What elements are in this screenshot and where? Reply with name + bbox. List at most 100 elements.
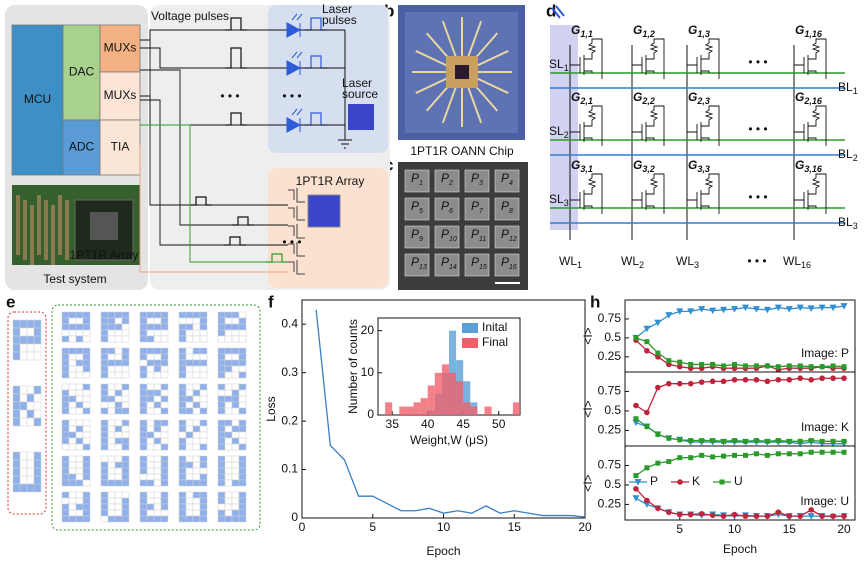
decoration	[82, 347, 91, 355]
decoration	[338, 30, 352, 149]
decoration	[288, 188, 305, 203]
decoration	[146, 407, 155, 415]
decoration	[225, 47, 247, 69]
decoration	[224, 467, 233, 475]
decoration	[185, 467, 194, 475]
decoration	[82, 353, 91, 361]
conductance-label: G2,1	[571, 90, 593, 106]
decoration	[23, 200, 27, 260]
cell-label-base: P	[471, 227, 479, 241]
decoration	[199, 497, 208, 505]
decoration	[415, 50, 450, 68]
marker	[709, 512, 716, 519]
cell-label-sub: 11	[479, 236, 486, 243]
decoration	[100, 395, 109, 403]
decoration	[139, 515, 148, 523]
y-tick-label: 0.75	[598, 384, 622, 398]
decoration	[146, 455, 155, 463]
decoration	[114, 329, 123, 337]
decoration	[178, 407, 187, 415]
decoration	[19, 343, 28, 353]
decoration	[121, 497, 130, 505]
decoration	[464, 225, 490, 249]
marker	[786, 451, 792, 457]
decoration	[434, 169, 460, 193]
cell-label: P5	[411, 199, 423, 215]
decoration	[217, 401, 226, 409]
decoration	[185, 395, 194, 403]
decoration	[19, 483, 28, 493]
decoration	[61, 317, 70, 325]
marker	[666, 459, 672, 465]
decoration	[121, 479, 130, 487]
y-axis-label: <I>	[581, 400, 595, 417]
decoration	[121, 425, 130, 433]
decoration	[26, 417, 35, 427]
decoration	[100, 389, 109, 397]
decoration	[139, 145, 288, 273]
decoration	[75, 479, 84, 487]
decoration	[82, 401, 91, 409]
decoration	[107, 335, 116, 343]
decoration	[139, 317, 148, 325]
x-tick-label: 20	[837, 522, 851, 536]
decoration	[114, 407, 123, 415]
decoration	[139, 353, 148, 361]
decoration	[100, 461, 109, 469]
decoration	[238, 467, 247, 475]
decoration	[178, 437, 187, 445]
decoration	[185, 353, 194, 361]
marker	[797, 375, 804, 382]
decoration	[199, 401, 208, 409]
marker	[841, 449, 847, 455]
decoration	[114, 395, 123, 403]
decoration	[146, 395, 155, 403]
decoration	[146, 431, 155, 439]
decoration	[12, 409, 21, 419]
decoration	[19, 409, 28, 419]
decoration	[224, 401, 233, 409]
cell-label: P3	[471, 171, 483, 187]
series-line	[315, 309, 586, 518]
panel-label: e	[6, 292, 15, 311]
decoration	[68, 389, 77, 397]
decoration	[19, 385, 28, 395]
decoration	[33, 327, 42, 337]
decoration	[33, 319, 42, 329]
decoration	[494, 253, 520, 277]
panel-label: d	[546, 1, 556, 20]
decoration	[192, 311, 201, 319]
conductance-label-sub: 2,1	[579, 96, 593, 106]
cell-label-base: P	[501, 255, 509, 269]
decoration	[185, 323, 194, 331]
cell-label-base: P	[471, 255, 479, 269]
decoration	[61, 407, 70, 415]
marker	[720, 306, 728, 314]
decoration	[153, 329, 162, 337]
decoration	[139, 491, 148, 499]
decoration	[139, 437, 148, 445]
decoration	[178, 467, 187, 475]
decoration	[62, 24, 101, 121]
decoration	[75, 323, 84, 331]
decoration	[75, 461, 84, 469]
decoration	[75, 455, 84, 463]
decoration	[26, 327, 35, 337]
sl-label-base: SL	[549, 192, 564, 206]
decoration	[68, 311, 77, 319]
decoration	[146, 443, 155, 451]
marker	[753, 451, 759, 457]
decoration	[75, 443, 84, 451]
decoration	[231, 455, 240, 463]
bl-label: BL2	[838, 147, 858, 163]
legend-label: P	[650, 474, 658, 488]
conductance-label: G3,3	[688, 158, 710, 174]
decoration	[114, 359, 123, 367]
marker	[644, 339, 650, 345]
decoration	[178, 347, 187, 355]
bl-label-sub: 1	[853, 86, 858, 96]
block-label: TIA	[111, 140, 130, 154]
decoration	[26, 459, 35, 469]
decoration	[114, 335, 123, 343]
decoration	[121, 401, 130, 409]
